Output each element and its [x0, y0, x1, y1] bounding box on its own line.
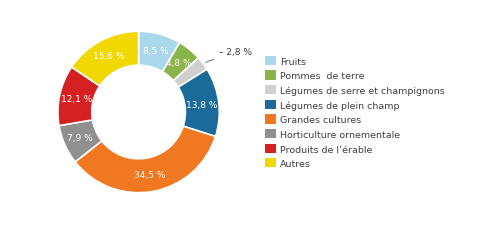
Wedge shape — [72, 32, 139, 87]
Legend: Fruits, Pommes  de terre, Légumes de serre et champignons, Légumes de plein cham: Fruits, Pommes de terre, Légumes de serr… — [265, 56, 445, 169]
Wedge shape — [178, 70, 219, 137]
Text: 7,9 %: 7,9 % — [68, 134, 93, 143]
Wedge shape — [162, 43, 199, 81]
Wedge shape — [58, 68, 100, 126]
Text: 4,8 %: 4,8 % — [166, 59, 192, 68]
Text: 15,6 %: 15,6 % — [93, 52, 124, 61]
Text: 34,5 %: 34,5 % — [134, 171, 166, 180]
Text: 13,8 %: 13,8 % — [186, 100, 218, 109]
Text: 8,5 %: 8,5 % — [143, 47, 168, 56]
Wedge shape — [75, 127, 216, 193]
Text: 12,1 %: 12,1 % — [60, 95, 92, 104]
Wedge shape — [173, 58, 207, 88]
Text: – 2,8 %: – 2,8 % — [206, 47, 252, 63]
Wedge shape — [139, 32, 180, 72]
Wedge shape — [59, 120, 102, 162]
